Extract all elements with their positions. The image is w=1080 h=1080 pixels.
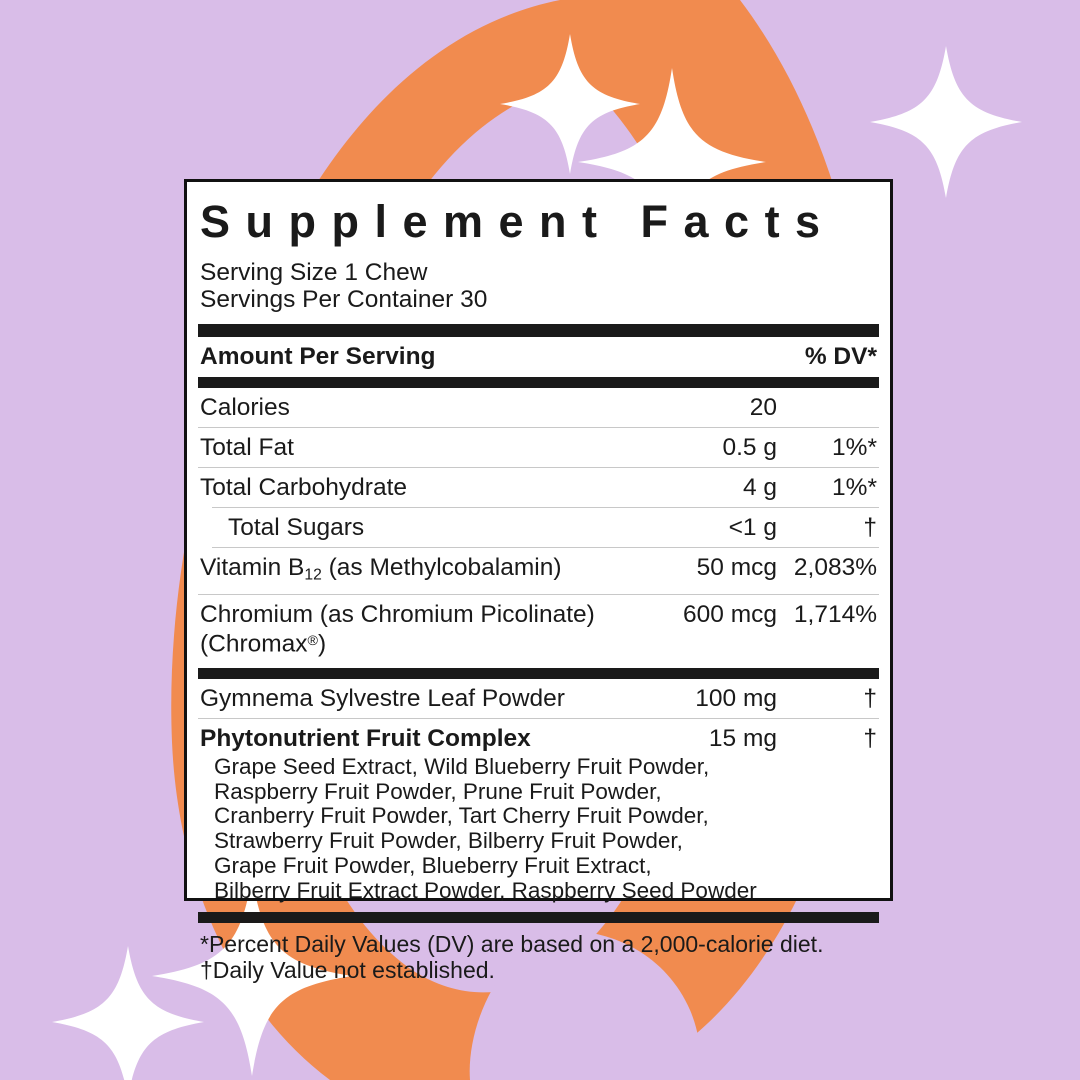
nutrient-name: Total Carbohydrate	[200, 474, 408, 501]
nutrient-dv: †	[863, 514, 877, 541]
sparkle-bottom-left-icon	[52, 946, 204, 1080]
sparkle-bottom-center-icon	[152, 876, 352, 1076]
nutrient-dv: 2,083%	[793, 554, 877, 581]
nutrient-amount: 0.5 g	[722, 434, 778, 461]
nutrient-amount: 600 mcg	[683, 601, 777, 629]
nutrient-dv: 1,714%	[793, 601, 877, 629]
blend-dv: †	[863, 724, 877, 752]
divider-thick-top	[198, 324, 879, 337]
registered-trademark-icon: ®	[307, 633, 319, 650]
chromium-name-close: )	[318, 630, 327, 658]
table-row: Total Fat 0.5 g 1%*	[198, 428, 879, 468]
nutrient-name: Total Sugars	[228, 514, 365, 541]
amount-per-serving-header: Amount Per Serving % DV*	[198, 337, 879, 377]
table-row: Vitamin B12 (as Methylcobalamin) 50 mcg …	[198, 548, 879, 596]
nutrient-amount: 20	[749, 394, 777, 421]
table-row-sub: Total Sugars <1 g †	[212, 507, 879, 548]
blend-amount: 15 mg	[708, 724, 777, 752]
serving-size: Serving Size 1 Chew	[200, 259, 428, 286]
nutrient-amount: 4 g	[742, 474, 777, 501]
nutrient-amount: 100 mg	[695, 684, 777, 712]
nutrient-dv: 1%*	[832, 474, 877, 501]
panel-title: Supplement Facts	[200, 196, 836, 247]
footnotes: *Percent Daily Values (DV) are based on …	[200, 930, 824, 983]
nutrient-dv: †	[863, 684, 877, 712]
vitamin-b12-prefix: Vitamin B	[200, 554, 305, 581]
nutrient-amount: 50 mcg	[696, 554, 777, 581]
sparkle-group	[52, 34, 1022, 1080]
table-row: Chromium (as Chromium Picolinate) (Chrom…	[198, 595, 879, 667]
nutrient-name: Vitamin B12 (as Methylcobalamin)	[198, 554, 627, 588]
blend-name: Phytonutrient Fruit Complex	[200, 724, 531, 752]
vitamin-b12-suffix: (as Methylcobalamin)	[321, 554, 562, 581]
nutrient-name: Total Fat	[200, 434, 294, 461]
chromium-name-main: Chromium (as Chromium Picolinate) (Chrom…	[200, 601, 595, 658]
dv-header-label: % DV*	[804, 343, 877, 370]
table-row: Total Carbohydrate 4 g 1%*	[198, 468, 879, 507]
nutrient-name: Gymnema Sylvestre Leaf Powder	[200, 684, 565, 712]
amount-per-serving-label: Amount Per Serving	[200, 343, 436, 370]
divider-medium	[198, 377, 879, 388]
serving-info: Serving Size 1 Chew Servings Per Contain…	[200, 260, 879, 312]
servings-per-container: Servings Per Container 30	[200, 285, 488, 313]
sparkle-top-left-icon	[500, 34, 640, 174]
supplement-facts-panel: Supplement Facts Serving Size 1 Chew Ser…	[184, 179, 893, 983]
nutrient-dv: 1%*	[832, 434, 877, 461]
nutrient-amount: <1 g	[728, 514, 777, 541]
blend-row: Phytonutrient Fruit Complex 15 mg †	[198, 719, 879, 752]
orange-hook-tail-notch	[469, 930, 700, 1080]
nutrient-name: Chromium (as Chromium Picolinate) (Chrom…	[198, 601, 627, 657]
divider-medium-3	[198, 911, 879, 923]
table-row: Gymnema Sylvestre Leaf Powder 100 mg †	[198, 679, 879, 719]
vitamin-b12-subscript: 12	[304, 566, 322, 584]
blend-ingredient-list: Grape Seed Extract, Wild Blueberry Fruit…	[214, 753, 757, 903]
sparkle-top-right-icon	[870, 46, 1022, 198]
divider-medium-2	[198, 667, 879, 679]
table-row: Calories 20	[198, 388, 879, 428]
sparkle-top-center-icon	[578, 68, 766, 256]
nutrient-name: Calories	[200, 394, 290, 421]
